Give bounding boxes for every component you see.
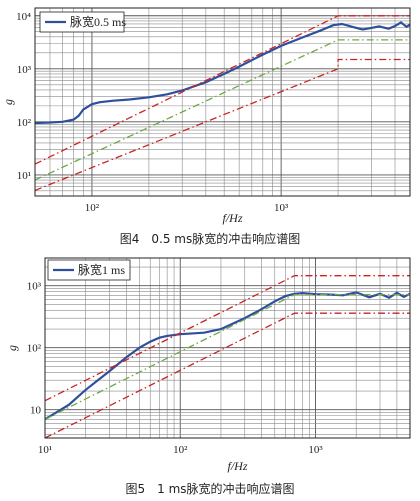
x-tick-label: 10² — [85, 202, 100, 214]
series-group — [35, 15, 410, 192]
series-line-reference — [35, 39, 410, 181]
plot-frame — [44, 257, 411, 439]
legend: 脉宽0.5 ms — [39, 11, 126, 33]
x-tick-label: 10¹ — [38, 444, 52, 456]
series-line-response — [35, 21, 410, 125]
y-tick-label: 10 — [30, 405, 42, 417]
series-line-tolerance — [45, 275, 410, 402]
y-tick-label: 10³ — [27, 281, 42, 293]
legend-label: 脉宽0.5 ms — [70, 14, 126, 29]
figure-caption: 图5 1 ms脉宽的冲击响应谱图 — [125, 481, 294, 496]
series-line-reference — [45, 293, 410, 420]
series-line-tolerance — [35, 58, 410, 192]
plot-frame — [34, 7, 411, 197]
x-axis-label: f/Hz — [222, 211, 242, 225]
grid — [35, 8, 410, 196]
y-tick-label: 10⁴ — [16, 11, 31, 23]
y-tick-label: 10² — [27, 343, 42, 355]
x-tick-label: 10² — [173, 444, 188, 456]
grid — [45, 258, 410, 438]
y-tick-label: 10² — [17, 117, 32, 129]
x-axis-label: f/Hz — [227, 459, 247, 473]
chart-2: 10¹ 10² 10³ 10 10² 10³ f/Hz g 脉宽1 ms 图5 1 ms脉宽的冲击… — [5, 257, 411, 496]
y-tick-label: 10¹ — [17, 170, 31, 182]
y-axis-label: g — [1, 99, 15, 105]
legend-box — [39, 11, 125, 33]
x-tick-label: 10³ — [274, 202, 289, 214]
legend-box — [47, 259, 131, 281]
chart-1: 10² 10³ 10¹ 10² 10³ 10⁴ f/Hz g 脉宽0.5 ms 图4 0.5 ms… — [1, 7, 411, 246]
y-tick-label: 10³ — [17, 64, 32, 76]
y-axis-label: g — [5, 345, 19, 351]
figure-caption: 图4 0.5 ms脉宽的冲击响应谱图 — [120, 231, 300, 246]
legend-label: 脉宽1 ms — [78, 262, 125, 277]
x-tick-label: 10³ — [308, 444, 323, 456]
series-group — [45, 275, 410, 438]
series-line-response — [45, 291, 410, 421]
series-line-tolerance — [35, 15, 410, 165]
series-line-tolerance — [45, 312, 410, 438]
legend: 脉宽1 ms — [47, 259, 131, 281]
